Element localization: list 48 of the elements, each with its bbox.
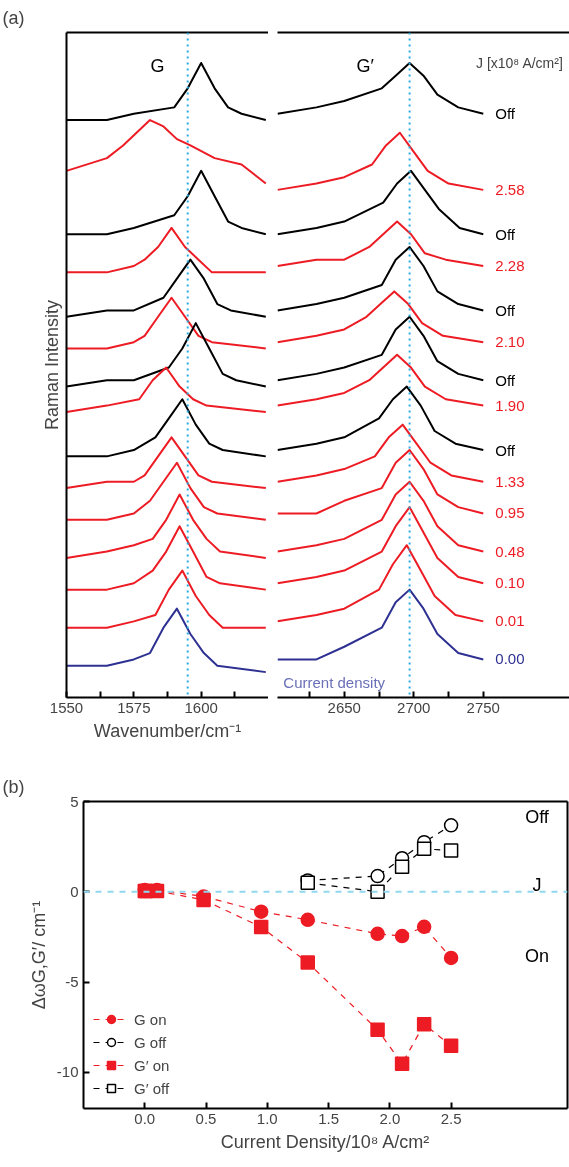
- x-tick-label: 1.0: [256, 1109, 278, 1127]
- series-label: 0.48: [495, 542, 525, 560]
- series-label: 1.90: [495, 396, 525, 414]
- annotation: G′: [356, 55, 375, 76]
- series-label: 0.00: [495, 650, 525, 668]
- x-tick-label: 0.5: [195, 1109, 217, 1127]
- legend-label: G off: [134, 1033, 167, 1051]
- x-axis-title: Wavenumber/cm⁻¹: [93, 720, 242, 741]
- y-tick-label: 0: [70, 882, 79, 900]
- x-tick-label: 2750: [466, 698, 500, 716]
- series-label: Off: [495, 301, 516, 319]
- legend-title: J [x10⁸ A/cm²]: [476, 54, 563, 71]
- legend-label: G′ on: [134, 1056, 170, 1074]
- y-tick-label: 5: [70, 792, 79, 810]
- x-tick-label: 1575: [117, 698, 151, 716]
- series-label: 0.10: [495, 574, 525, 592]
- series-label: Off: [495, 105, 516, 123]
- y-axis-title: Raman Intensity: [41, 299, 62, 431]
- series-label: 2.28: [495, 257, 525, 275]
- annotation: On: [525, 945, 550, 966]
- legend-label: G′ off: [134, 1079, 170, 1097]
- x-tick-label: 0.0: [134, 1109, 156, 1127]
- x-tick-label: 1600: [184, 698, 218, 716]
- y-tick-label: -10: [56, 1063, 79, 1081]
- annotation: Off: [525, 806, 550, 827]
- legend-label: G on: [134, 1010, 167, 1028]
- series-label: 0.95: [495, 504, 525, 522]
- annotation: J: [532, 875, 542, 896]
- x-tick-label: 2.5: [440, 1109, 462, 1127]
- series-label: Off: [495, 441, 516, 459]
- series-label: Off: [495, 371, 516, 389]
- series-label: 2.58: [495, 180, 525, 198]
- annotation: G: [150, 55, 165, 76]
- y-tick-label: -5: [65, 973, 79, 991]
- chart-title: (b): [2, 776, 25, 797]
- series-label: 2.10: [495, 333, 525, 351]
- series-label: Off: [495, 225, 516, 243]
- annotation: Current density: [283, 673, 386, 691]
- y-axis-title: ΔωG,G′/ cm⁻¹: [28, 900, 49, 1010]
- x-tick-label: 2700: [397, 698, 431, 716]
- series-label: 0.01: [495, 612, 525, 630]
- x-axis-title: Current Density/10⁸ A/cm²: [220, 1131, 430, 1152]
- x-tick-label: 1550: [49, 698, 84, 716]
- x-tick-label: 2650: [327, 698, 361, 716]
- chart-title: (a): [2, 7, 25, 28]
- x-tick-label: 2.0: [379, 1109, 401, 1127]
- series-label: 1.33: [495, 472, 525, 490]
- x-tick-label: 1.5: [318, 1109, 339, 1127]
